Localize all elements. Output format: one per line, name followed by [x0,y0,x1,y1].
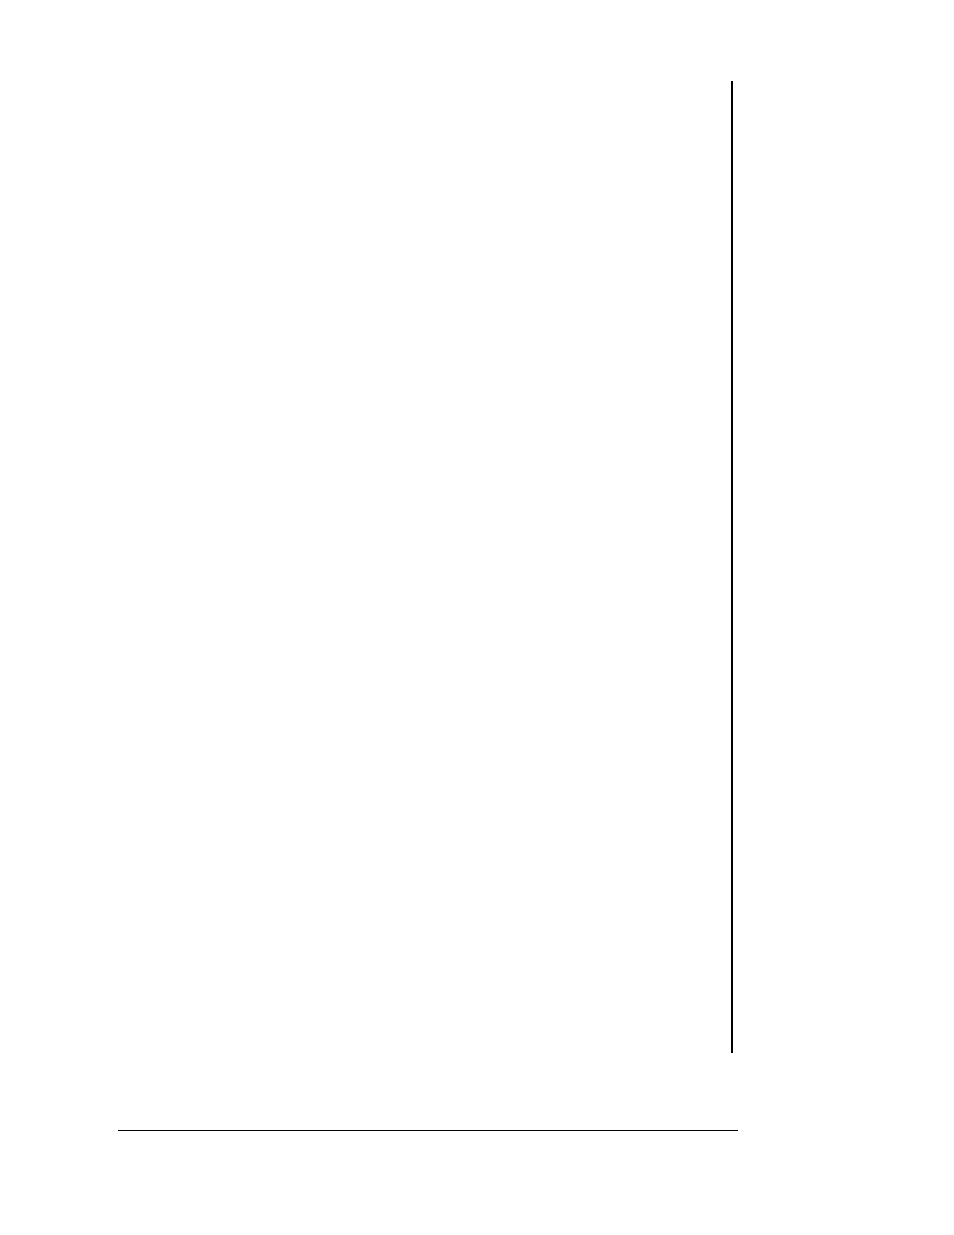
horizontal-divider [118,1130,738,1131]
vertical-divider [731,81,733,1053]
